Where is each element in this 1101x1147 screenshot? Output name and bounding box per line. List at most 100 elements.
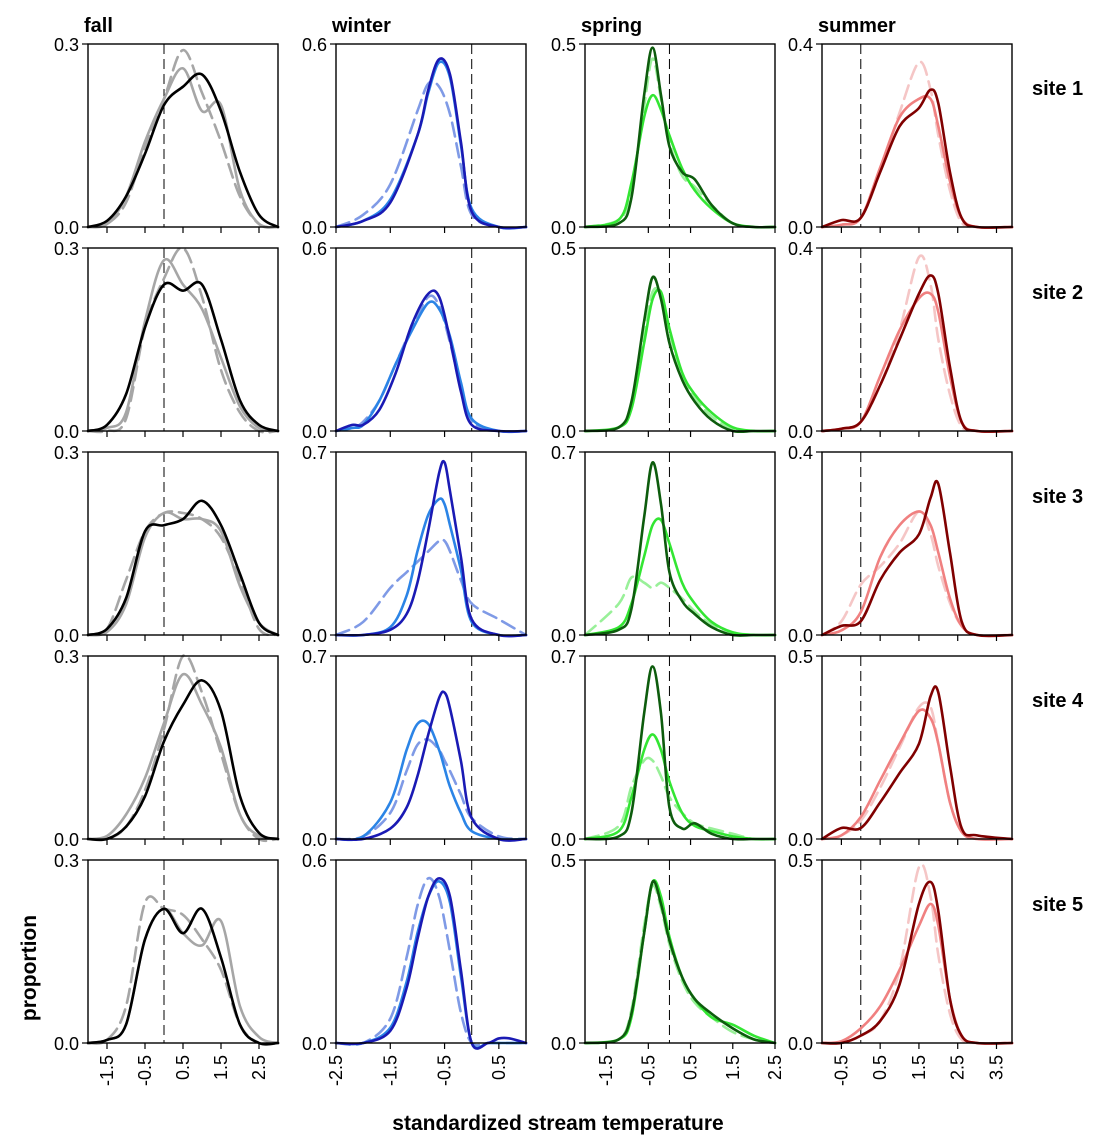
season-title-summer: summer	[818, 15, 896, 37]
density-curve-solid-dark	[820, 479, 1014, 638]
y-tick-label-min: 0.0	[54, 830, 79, 850]
panel-fall-site-1: 0.0 0.3	[54, 35, 280, 238]
x-tick-label: 2.5	[948, 1055, 968, 1080]
panel-frame	[87, 247, 279, 432]
y-tick-label-max: 0.7	[302, 443, 327, 463]
density-curve-dashed-light	[86, 895, 280, 1046]
y-tick-label-min: 0.0	[788, 1034, 813, 1054]
density-curve-dashed-light	[86, 510, 280, 637]
x-axis-title: standardized stream temperature	[392, 1112, 723, 1135]
site-label-1: site 1	[1032, 78, 1083, 100]
panel-frame	[87, 655, 279, 840]
y-tick-label-min: 0.0	[788, 218, 813, 238]
density-curve-dashed-light	[820, 254, 1014, 433]
panel-fall-site-3: 0.0 0.3	[54, 443, 280, 646]
panel-spring-site-3: 0.0 0.7	[551, 443, 777, 646]
panel-frame	[821, 859, 1013, 1044]
panel-frame	[821, 655, 1013, 840]
y-tick-label-min: 0.0	[54, 1034, 79, 1054]
x-tick-label: 2.5	[249, 1055, 269, 1080]
y-tick-label-max: 0.4	[788, 239, 813, 259]
y-tick-label-max: 0.3	[54, 239, 79, 259]
density-curve-solid-dark	[334, 690, 528, 842]
panel-frame	[335, 247, 527, 432]
density-curve-solid-dark	[820, 88, 1014, 229]
density-curve-solid-dark	[820, 274, 1014, 433]
y-tick-label-max: 0.7	[551, 443, 576, 463]
y-tick-label-max: 0.4	[788, 35, 813, 55]
density-curve-dashed-light	[334, 538, 528, 637]
panel-fall-site-2: 0.0 0.3	[54, 239, 280, 442]
panel-spring-site-5: 0.0 0.5 -1.5 -0.5 0.5 1.5 2.5	[551, 851, 785, 1086]
density-curve-solid-light	[583, 733, 777, 841]
density-curve-solid-dark	[334, 459, 528, 638]
density-curve-solid-dark	[583, 275, 777, 434]
site-label-3: site 3	[1032, 486, 1083, 508]
x-tick-label: -1.5	[97, 1055, 117, 1086]
y-tick-label-max: 0.7	[551, 647, 576, 667]
panel-frame	[584, 859, 776, 1044]
density-curve-dashed-light	[820, 701, 1014, 841]
y-tick-label-min: 0.0	[302, 1034, 327, 1054]
density-curve-dashed-light	[820, 510, 1014, 637]
y-tick-label-min: 0.0	[302, 422, 327, 442]
y-tick-label-max: 0.6	[302, 35, 327, 55]
y-tick-label-max: 0.5	[788, 851, 813, 871]
density-curve-dashed-light	[86, 48, 280, 229]
density-curve-solid-dark	[86, 499, 280, 637]
density-curve-dashed-light	[820, 863, 1014, 1045]
panel-spring-site-1: 0.0 0.5	[551, 35, 777, 238]
density-curve-dashed-light	[334, 738, 528, 841]
season-title-winter: winter	[331, 15, 391, 37]
y-tick-label-min: 0.0	[551, 626, 576, 646]
y-tick-label-min: 0.0	[302, 218, 327, 238]
density-curve-solid-light	[583, 879, 777, 1045]
density-curve-solid-light	[583, 93, 777, 229]
density-curve-dashed-light	[334, 294, 528, 433]
x-tick-label: -1.5	[380, 1055, 400, 1086]
density-curve-solid-light	[583, 517, 777, 637]
density-curve-solid-light	[334, 880, 528, 1050]
panel-spring-site-4: 0.0 0.7	[551, 647, 777, 850]
x-tick-label: -2.5	[326, 1055, 346, 1086]
panel-summer-site-4: 0.0 0.5	[788, 647, 1014, 850]
density-curve-solid-light	[820, 94, 1014, 229]
panel-winter-site-3: 0.0 0.7	[302, 443, 528, 646]
x-tick-label: -0.5	[435, 1055, 455, 1086]
y-axis-title: proportion	[18, 915, 41, 1021]
y-tick-label-max: 0.7	[302, 647, 327, 667]
panel-frame	[821, 247, 1013, 432]
panel-winter-site-1: 0.0 0.6	[302, 35, 528, 238]
y-tick-label-min: 0.0	[788, 422, 813, 442]
density-curve-dashed-light	[583, 287, 777, 433]
panel-frame	[584, 655, 776, 840]
y-tick-label-min: 0.0	[788, 830, 813, 850]
density-curve-solid-light	[820, 510, 1014, 637]
season-title-fall: fall	[84, 15, 113, 37]
density-curve-solid-dark	[86, 679, 280, 842]
density-curve-dashed-light	[334, 80, 528, 230]
x-tick-label: 0.5	[681, 1055, 701, 1080]
y-tick-label-max: 0.3	[54, 35, 79, 55]
density-curve-solid-dark	[86, 280, 280, 433]
x-tick-label: 0.5	[870, 1055, 890, 1080]
panel-frame	[584, 247, 776, 432]
density-curve-dashed-light	[583, 756, 777, 841]
density-curve-solid-light	[86, 907, 280, 1045]
density-curve-dashed-light	[334, 876, 528, 1047]
site-label-2: site 2	[1032, 282, 1083, 304]
y-tick-label-min: 0.0	[302, 830, 327, 850]
density-curve-dashed-light	[86, 653, 280, 843]
panel-frame	[821, 451, 1013, 636]
y-tick-label-min: 0.0	[551, 1034, 576, 1054]
panel-winter-site-5: 0.0 0.6 -2.5 -1.5 -0.5 0.5	[302, 851, 528, 1086]
density-curve-dashed-light	[583, 883, 777, 1045]
y-tick-label-max: 0.5	[551, 239, 576, 259]
panel-spring-site-2: 0.0 0.5	[551, 239, 777, 442]
density-curve-solid-dark	[583, 665, 777, 841]
panel-summer-site-1: 0.0 0.4	[788, 35, 1014, 238]
density-curve-solid-light	[820, 708, 1014, 841]
density-curve-solid-light	[86, 672, 280, 841]
panel-summer-site-2: 0.0 0.4	[788, 239, 1014, 442]
x-tick-label: 2.5	[765, 1055, 785, 1080]
